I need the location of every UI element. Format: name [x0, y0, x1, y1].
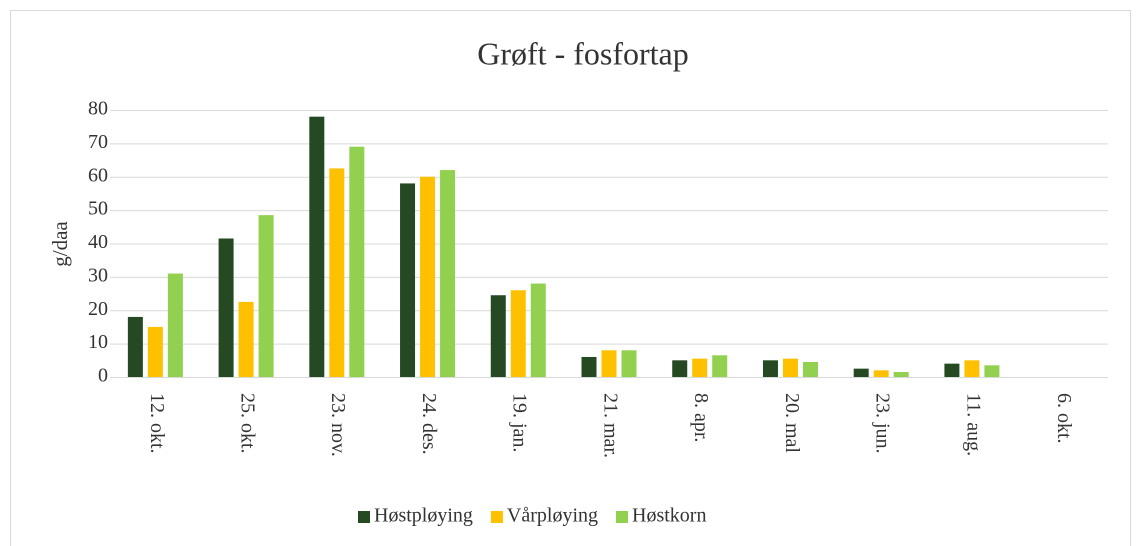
bar	[349, 146, 365, 377]
x-tick-label: 12. okt.	[146, 393, 168, 454]
bar	[238, 301, 254, 377]
bar	[672, 360, 688, 377]
chart-frame	[10, 10, 1131, 546]
bar	[127, 316, 143, 377]
legend-swatch	[616, 511, 628, 523]
bar	[621, 350, 637, 377]
legend-swatch	[490, 511, 503, 523]
y-tick-label: 10	[88, 331, 108, 353]
bar	[167, 273, 183, 377]
bar	[984, 365, 1000, 377]
bar	[893, 371, 909, 377]
bar	[692, 358, 708, 377]
bar	[581, 356, 597, 377]
legend-label: Høstpløying	[374, 505, 473, 527]
legend-label: Vårpløying	[507, 505, 598, 527]
x-tick-label: 20. mal	[781, 393, 803, 453]
y-tick-label: 0	[98, 365, 108, 387]
y-tick-label: 50	[88, 198, 108, 220]
y-tick-label: 80	[88, 98, 108, 120]
bar	[802, 361, 818, 377]
chart-title: Grøft - fosfortap	[477, 35, 688, 71]
y-tick-label: 40	[88, 231, 108, 253]
bar	[873, 370, 889, 377]
bar	[329, 168, 345, 377]
x-tick-label: 21. mar.	[599, 393, 621, 458]
y-axis-label: g/daa	[48, 221, 72, 267]
legend-swatch	[358, 511, 370, 523]
bar	[762, 360, 778, 377]
x-tick-label: 24. des.	[418, 393, 440, 455]
bar	[530, 283, 546, 377]
bar	[218, 238, 234, 377]
bar	[490, 295, 506, 377]
bar	[510, 290, 526, 377]
x-tick-label: 8. apr.	[690, 393, 712, 442]
y-tick-label: 20	[88, 298, 108, 320]
bar	[944, 363, 960, 377]
bar	[712, 355, 728, 377]
x-tick-label: 6. okt.	[1053, 393, 1075, 444]
bar	[309, 116, 325, 378]
y-tick-label: 70	[88, 131, 108, 153]
bar	[782, 358, 798, 377]
bar	[420, 176, 436, 377]
x-tick-label: 11. aug.	[962, 393, 984, 456]
bar	[964, 360, 980, 377]
x-tick-label: 25. okt.	[236, 393, 258, 454]
legend-label: Høstkorn	[632, 505, 706, 527]
bar	[440, 170, 456, 377]
x-tick-label: 19. jan.	[509, 393, 531, 452]
x-tick-label: 23. nov.	[327, 393, 349, 457]
bar	[258, 215, 274, 377]
x-tick-label: 23. jun.	[872, 393, 894, 454]
bar	[147, 326, 163, 377]
bar	[601, 350, 617, 377]
bar	[400, 183, 416, 377]
bar	[853, 368, 869, 377]
y-tick-label: 30	[88, 264, 108, 286]
y-tick-label: 60	[88, 164, 108, 186]
